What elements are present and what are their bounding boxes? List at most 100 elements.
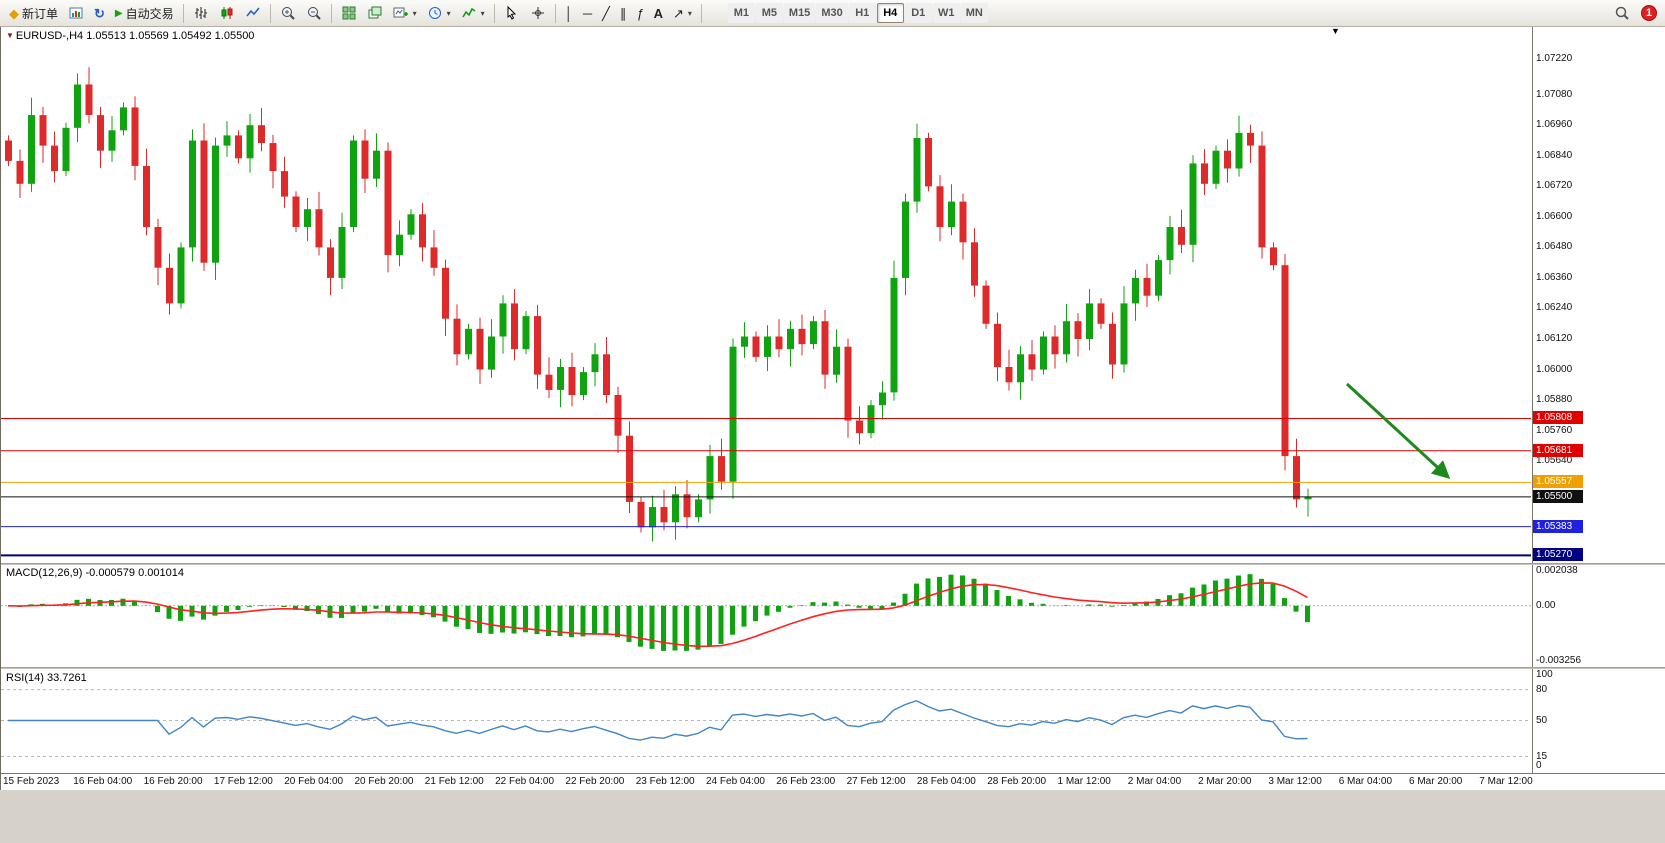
macd-indicator-label: MACD(12,26,9) -0.000579 0.001014 xyxy=(6,567,184,579)
candle-body xyxy=(62,127,70,172)
candle-body xyxy=(200,140,208,263)
time-axis-label: 27 Feb 12:00 xyxy=(846,776,906,787)
candle-body xyxy=(603,354,610,395)
candle-body xyxy=(833,346,840,375)
search-button[interactable] xyxy=(1609,2,1635,24)
axis-label: 0 xyxy=(1536,760,1542,771)
indicators-button[interactable]: ▾ xyxy=(456,2,490,24)
arrows-tool-icon: ↗ xyxy=(672,5,684,21)
panel-separator[interactable] xyxy=(1,667,1665,669)
zoom-out-button[interactable] xyxy=(301,2,327,24)
timeframe-button-m1[interactable]: M1 xyxy=(727,3,755,23)
zoom-in-button[interactable] xyxy=(275,2,301,24)
timeframe-button-mn[interactable]: MN xyxy=(960,3,988,23)
macd-plot[interactable] xyxy=(1,565,1531,667)
candle-body xyxy=(1051,336,1059,355)
candle-body xyxy=(108,130,116,151)
timeframe-button-m5[interactable]: M5 xyxy=(755,3,783,23)
cursor-tool-button[interactable] xyxy=(499,2,525,24)
horizontal-line-icon: ─ xyxy=(582,5,593,21)
candlestick-mode-button[interactable] xyxy=(214,2,240,24)
timeframe-button-d1[interactable]: D1 xyxy=(904,3,932,23)
time-axis-label: 3 Mar 12:00 xyxy=(1268,776,1322,787)
periods-button[interactable]: ▾ xyxy=(422,2,456,24)
chart-shift-marker[interactable]: ▼ xyxy=(1331,26,1340,36)
trendline-tool-button[interactable]: ╱ xyxy=(597,2,615,24)
candle-body xyxy=(1270,247,1277,266)
axis-label: 1.05640 xyxy=(1536,455,1573,467)
auto-trading-label: 自动交易 xyxy=(125,6,174,21)
auto-trading-button[interactable]: ▶ 自动交易 xyxy=(110,2,179,24)
candle-body xyxy=(16,160,24,184)
candle-body xyxy=(51,145,58,172)
time-axis-label: 2 Mar 20:00 xyxy=(1198,776,1252,787)
refresh-button[interactable]: ↻ xyxy=(89,2,110,24)
channel-tool-button[interactable]: ∥ xyxy=(615,2,632,24)
chart-window-button[interactable] xyxy=(63,2,89,24)
clock-icon xyxy=(428,7,441,19)
time-axis-label: 15 Feb 2023 xyxy=(3,776,60,787)
candle-body xyxy=(143,166,150,228)
candle-body xyxy=(384,150,392,255)
price-axis[interactable]: 1.07220 1.07080 1.06960 1.06840 1.06720 1.066… xyxy=(1532,27,1665,773)
vertical-line-tool-button[interactable]: │ xyxy=(560,2,578,24)
new-order-button[interactable]: ◆ 新订单 xyxy=(4,2,63,24)
axis-label: 1.06600 xyxy=(1536,210,1573,222)
time-axis-label: 16 Feb 04:00 xyxy=(73,776,133,787)
candle-body xyxy=(419,214,426,248)
candle-body xyxy=(1028,354,1036,370)
candle-body xyxy=(407,214,415,235)
candle-body xyxy=(1178,227,1185,245)
dropdown-caret-icon: ▾ xyxy=(446,8,451,18)
candle-body xyxy=(28,115,35,184)
toolbar-separator xyxy=(330,3,332,23)
timeframe-button-m15[interactable]: M15 xyxy=(783,3,816,23)
line-chart-mode-button[interactable] xyxy=(240,2,266,24)
candle-body xyxy=(1074,321,1082,339)
candle-body xyxy=(511,303,518,350)
time-axis[interactable]: 15 Feb 2023 16 Feb 04:00 16 Feb 20:00 17 Fe… xyxy=(1,773,1665,790)
arrows-tool-button[interactable]: ↗ ▾ xyxy=(668,2,697,24)
candle-body xyxy=(672,494,679,523)
axis-label: -0.003256 xyxy=(1536,655,1582,667)
axis-label: 1.06360 xyxy=(1536,271,1573,283)
bar-chart-mode-button[interactable] xyxy=(188,2,214,24)
rsi-value: 33.7261 xyxy=(46,672,87,684)
candle-body xyxy=(1224,150,1231,169)
search-icon xyxy=(1615,6,1629,20)
horizontal-line-tool-button[interactable]: ─ xyxy=(578,2,597,24)
panel-separator[interactable] xyxy=(1,563,1665,565)
timeframe-button-h1[interactable]: H1 xyxy=(848,3,876,23)
candle-body xyxy=(821,321,829,375)
candle-body xyxy=(982,285,990,324)
crosshair-tool-button[interactable] xyxy=(525,2,551,24)
timeframe-button-m30[interactable]: M30 xyxy=(816,3,848,23)
axis-label: 1.07080 xyxy=(1536,88,1573,100)
macd-signal-value: 0.001014 xyxy=(138,567,184,579)
auto-trading-play-icon: ▶ xyxy=(114,7,123,19)
tile-windows-button[interactable] xyxy=(336,2,362,24)
axis-label: 0.002038 xyxy=(1536,565,1578,577)
candle-body xyxy=(396,234,403,256)
new-chart-button[interactable]: ▾ xyxy=(388,2,422,24)
candle-body xyxy=(741,336,748,347)
notification-badge[interactable]: 1 xyxy=(1641,5,1657,21)
candle-body xyxy=(1166,227,1174,261)
zoom-in-icon xyxy=(281,7,295,20)
cursor-icon xyxy=(507,5,516,20)
candle-body xyxy=(1063,321,1070,355)
main-price-plot[interactable] xyxy=(1,27,1531,563)
text-tool-icon: A xyxy=(653,5,663,21)
fibonacci-tool-button[interactable]: ƒ xyxy=(631,2,648,24)
candle-body xyxy=(718,456,725,482)
timeframe-button-w1[interactable]: W1 xyxy=(932,3,960,23)
candle-body xyxy=(189,140,196,248)
candle-body xyxy=(269,143,277,172)
text-tool-button[interactable]: A xyxy=(649,2,668,24)
axis-label: 1.05760 xyxy=(1536,424,1573,436)
cascade-windows-button[interactable] xyxy=(362,2,388,24)
candle-body xyxy=(844,346,852,421)
timeframe-button-h4[interactable]: H4 xyxy=(876,3,904,23)
toolbar-separator xyxy=(700,3,702,23)
rsi-plot[interactable] xyxy=(1,669,1531,772)
